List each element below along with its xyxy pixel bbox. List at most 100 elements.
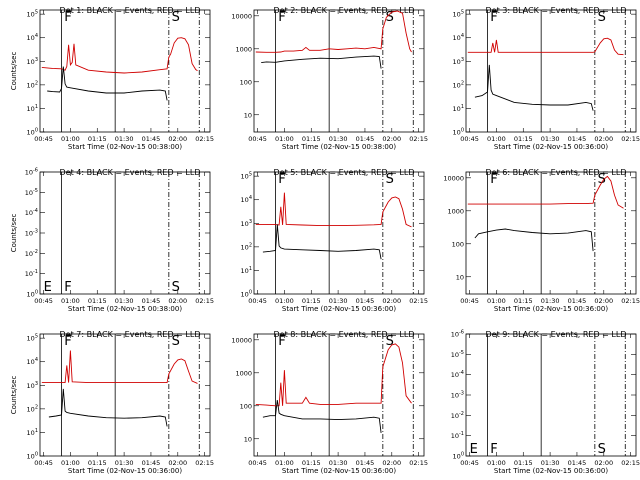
y-tick-label: 1000 [235,369,252,377]
y-tick-label: 101 [27,104,38,113]
x-tick-label: 01:15 [514,297,533,305]
y-tick-label: 10000 [231,12,252,20]
x-tick-label: 00:45 [34,459,53,467]
y-tick-label: 102 [241,242,252,251]
x-tick-label: 00:45 [34,135,53,143]
x-tick-label: 02:00 [382,135,401,143]
x-tick-label: 00:45 [248,135,267,143]
x-tick-label: 01:15 [302,459,321,467]
event-marker-letter: S [386,334,394,349]
chart-panel-det-4: Det 4: BLACK = Events, RED = LLD 00:45 01:… [10,168,214,314]
event-marker-letter: F [490,172,497,187]
x-tick-label: 01:15 [88,297,107,305]
x-axis-label: Start Time (02-Nov-15 00:36:00) [494,305,608,313]
x-tick-label: 01:15 [302,135,321,143]
y-tick-label: 10-1 [451,431,464,440]
event-marker-letter: S [386,172,394,187]
x-axis-label: Start Time (02-Nov-15 00:36:00) [494,143,608,151]
x-tick-label: 00:45 [460,135,479,143]
y-tick-label: 101 [241,266,252,275]
x-axis-label: Start Time (02-Nov-15 00:36:00) [282,467,396,475]
events-series-line [261,55,382,69]
x-tick-label: 01:30 [115,459,134,467]
x-tick-label: 02:15 [409,135,428,143]
event-marker-letter: E [44,280,52,295]
y-tick-label: 104 [241,195,252,204]
y-tick-label: 103 [27,57,38,66]
y-axis-label: Counts/sec [10,52,18,91]
plot-frame [465,9,637,133]
lld-series-line [255,192,412,228]
chart-title: Det 8: BLACK = Events, RED = LLD [274,330,415,339]
chart-title: Det 7: BLACK = Events, RED = LLD [60,330,201,339]
x-tick-label: 01:15 [302,297,321,305]
x-tick-label: 01:15 [88,135,107,143]
x-tick-label: 01:30 [541,459,560,467]
y-axis-label: Counts/sec [10,376,18,415]
y-tick-label: 104 [453,33,464,42]
plot-frame [253,333,425,457]
plot-frame [39,9,211,133]
y-tick-label: 10-3 [25,229,38,238]
event-marker-letter: E [470,442,478,457]
x-tick-label: 01:00 [275,297,294,305]
x-tick-label: 02:00 [594,297,613,305]
event-marker-letter: F [278,10,285,25]
y-tick-label: 100 [240,78,252,86]
chart-title: Det 5: BLACK = Events, RED = LLD [274,168,415,177]
x-tick-label: 01:15 [88,459,107,467]
y-tick-label: 102 [27,404,38,413]
x-tick-label: 01:30 [115,135,134,143]
lld-series-line [467,37,624,56]
y-tick-label: 10-5 [25,188,38,197]
y-tick-label: 10-5 [451,350,464,359]
plot-frame [39,333,211,457]
y-tick-label: 10-2 [451,411,464,420]
chart-panel-det-8: Det 8: BLACK = Events, RED = LLD 00:45 01:… [231,330,428,475]
x-axis-label: Start Time (02-Nov-15 00:36:00) [282,305,396,313]
events-series-line [474,228,594,252]
y-tick-label: 10-4 [451,370,464,379]
plot-frame [465,171,637,295]
y-tick-label: 10-2 [25,249,38,258]
y-tick-label: 10000 [231,336,252,344]
chart-panel-det-5: Det 5: BLACK = Events, RED = LLD 00:45 01:… [241,168,428,313]
x-tick-label: 01:00 [61,135,80,143]
y-tick-label: 10 [244,435,252,443]
chart-title: Det 1: BLACK = Events, RED = LLD [60,6,201,15]
y-tick-label: 102 [27,80,38,89]
y-tick-label: 100 [453,128,464,137]
y-tick-label: 100 [241,290,252,299]
events-series-line [48,388,168,427]
chart-title: Det 9: BLACK = Events, RED = LLD [486,330,627,339]
x-tick-label: 02:15 [621,135,640,143]
x-tick-label: 02:15 [409,459,428,467]
y-tick-label: 100 [240,402,252,410]
x-axis-label: Start Time (02-Nov-15 00:38:00) [68,305,182,313]
y-axis-label: Counts/sec [10,214,18,253]
x-tick-label: 01:45 [568,459,587,467]
y-tick-label: 1000 [235,45,252,53]
y-tick-label: 104 [27,357,38,366]
y-tick-label: 10-6 [25,168,38,177]
lld-series-line [255,343,412,407]
y-tick-label: 10-4 [25,208,38,217]
x-tick-label: 00:45 [34,297,53,305]
events-series-line [47,66,168,101]
lld-series-line [255,10,412,53]
plot-frame [253,9,425,133]
x-tick-label: 02:00 [594,459,613,467]
x-tick-label: 02:15 [409,297,428,305]
event-marker-letter: F [64,10,71,25]
x-axis-label: Start Time (02-Nov-15 00:38:00) [68,143,182,151]
x-tick-label: 01:30 [541,297,560,305]
chart-title: Det 2: BLACK = Events, RED = LLD [274,6,415,15]
plot-frame [39,171,211,295]
y-tick-label: 10 [244,111,252,119]
x-tick-label: 01:15 [514,135,533,143]
x-tick-label: 02:15 [621,459,640,467]
x-tick-label: 00:45 [248,459,267,467]
y-tick-label: 100 [27,128,38,137]
y-tick-label: 10-3 [451,391,464,400]
event-marker-letter: F [490,442,497,457]
